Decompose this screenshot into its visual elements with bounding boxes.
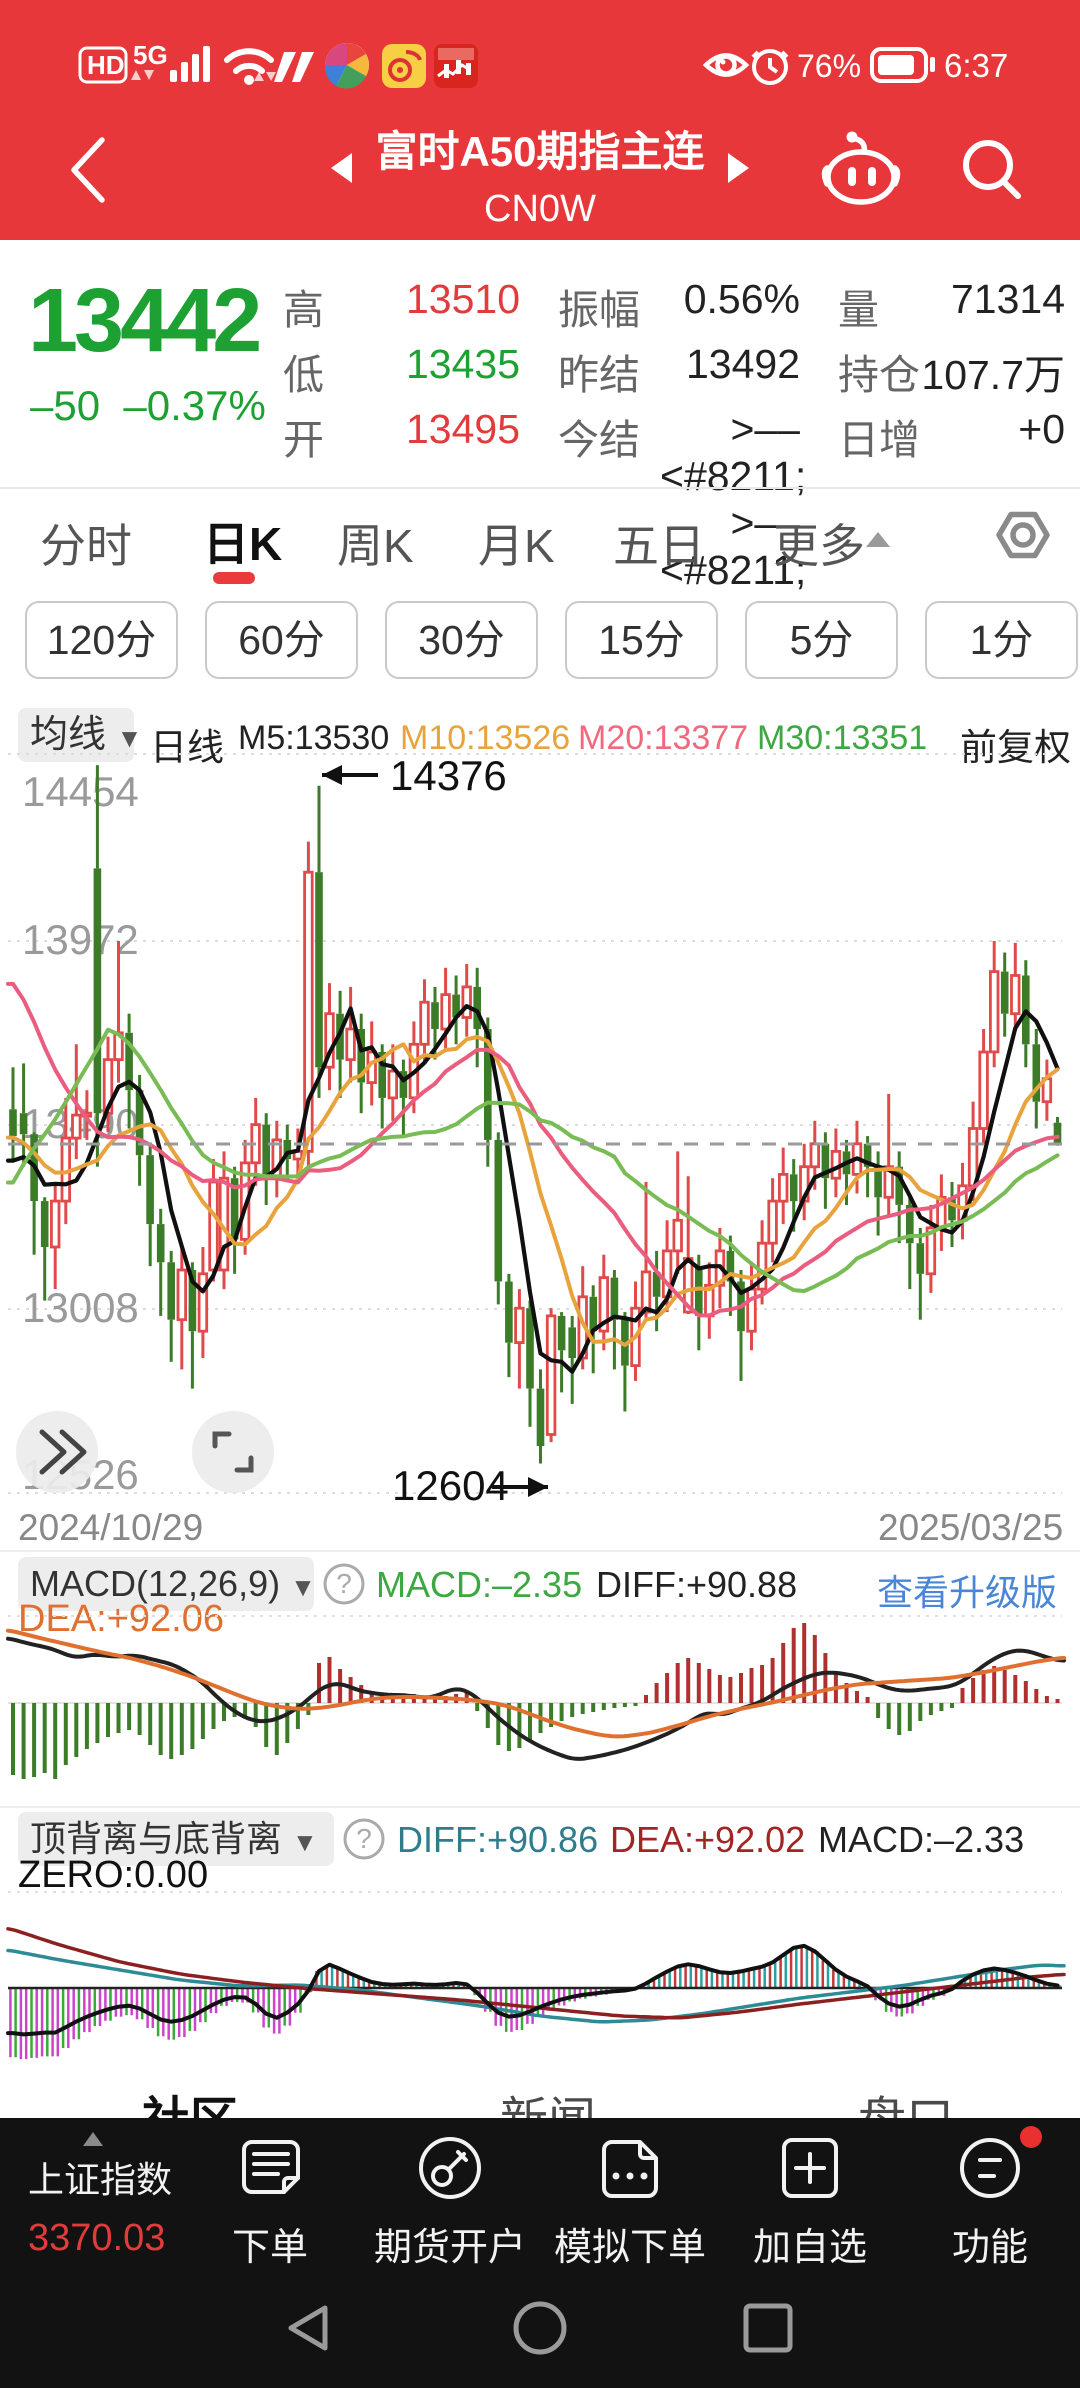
- svg-text:12604: 12604: [392, 1462, 509, 1509]
- svg-text:?: ?: [336, 1568, 352, 1599]
- svg-text:14454: 14454: [22, 768, 139, 815]
- svg-text:76%: 76%: [797, 48, 861, 84]
- svg-text:富时A50期指主连: 富时A50期指主连: [375, 128, 705, 175]
- svg-text:14376: 14376: [390, 752, 507, 799]
- svg-text:13972: 13972: [22, 916, 139, 963]
- svg-text:下单: 下单: [232, 2227, 308, 2269]
- svg-text:上证指数: 上证指数: [28, 2159, 172, 2200]
- svg-text:HD: HD: [87, 50, 125, 80]
- svg-text:3370.03: 3370.03: [28, 2217, 165, 2259]
- svg-text:5G: 5G: [133, 40, 168, 70]
- svg-text:CN0W: CN0W: [484, 188, 596, 230]
- svg-text:13008: 13008: [22, 1284, 139, 1331]
- svg-text:6:37: 6:37: [944, 47, 1008, 84]
- svg-text:?: ?: [356, 1823, 372, 1854]
- svg-text:期货开户: 期货开户: [374, 2227, 526, 2269]
- svg-text:加自选: 加自选: [753, 2227, 867, 2269]
- svg-text:模拟下单: 模拟下单: [554, 2227, 706, 2269]
- svg-text:功能: 功能: [952, 2227, 1028, 2269]
